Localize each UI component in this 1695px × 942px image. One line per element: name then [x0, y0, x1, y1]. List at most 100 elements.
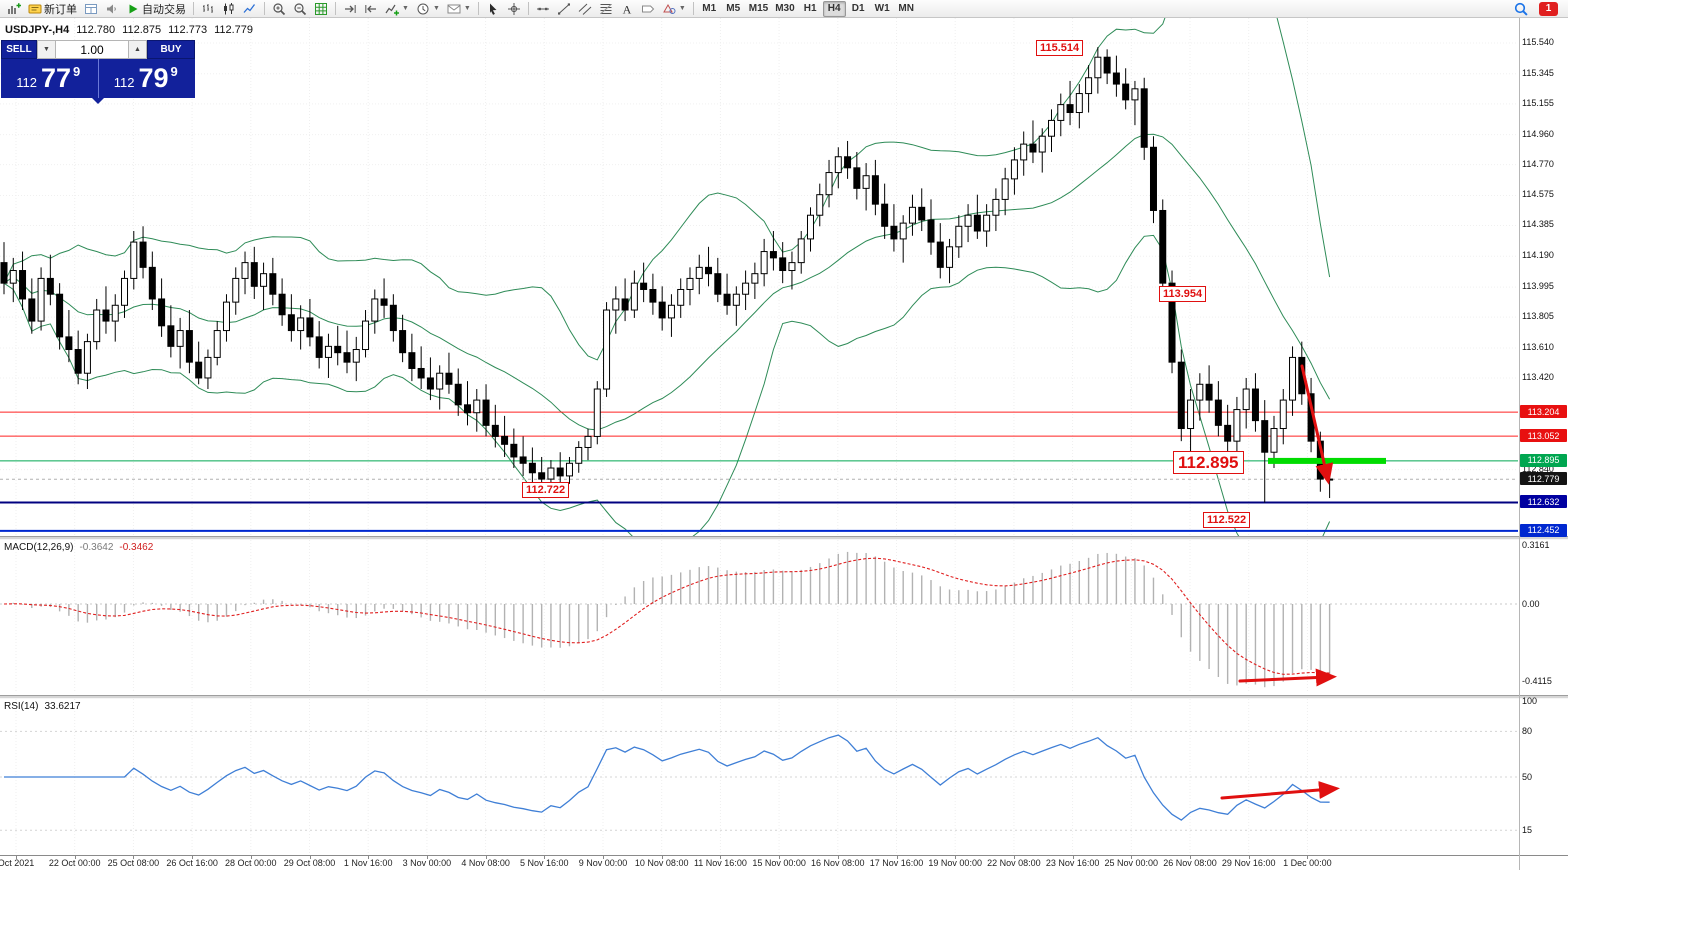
- timeframe-m5-button[interactable]: M5: [722, 1, 745, 17]
- time-axis-tick: [368, 856, 370, 859]
- horizontal-level-lines[interactable]: [0, 411, 1518, 532]
- line-chart-mode-button[interactable]: [240, 1, 260, 17]
- time-axis-label: 17 Nov 16:00: [869, 858, 924, 868]
- shapes-icon: [662, 2, 676, 16]
- timeframe-h4-button[interactable]: H4: [822, 0, 846, 17]
- rsi-indicator-canvas[interactable]: [0, 699, 1568, 853]
- indicators-button[interactable]: ▼: [382, 1, 412, 17]
- fibonacci-button[interactable]: [596, 1, 616, 17]
- horizontal-line-button[interactable]: [533, 1, 553, 17]
- macd-value: -0.3642: [79, 542, 114, 553]
- time-axis[interactable]: [0, 855, 1568, 856]
- rsi-panel-divider[interactable]: [0, 695, 1568, 699]
- close-value: 112.779: [214, 24, 254, 36]
- buy-button[interactable]: BUY: [147, 40, 195, 59]
- chart-ohlc-header: USDJPY-,H4 112.780 112.875 112.773 112.7…: [5, 24, 253, 36]
- volume-input[interactable]: [56, 40, 128, 59]
- cursor-icon: [486, 2, 500, 16]
- volume-increase-button[interactable]: ▲: [128, 40, 147, 59]
- buy-price-button[interactable]: 112 79 9: [99, 59, 196, 98]
- macd-name: MACD(12,26,9): [4, 542, 74, 553]
- volume-decrease-button[interactable]: ▼: [37, 40, 56, 59]
- trendline-button[interactable]: [554, 1, 574, 17]
- symbol-period-label: USDJPY-,H4: [5, 24, 70, 36]
- macd-signal-line: [3, 557, 1330, 675]
- alerts-button[interactable]: [102, 1, 122, 17]
- rsi-name: RSI(14): [4, 701, 39, 712]
- low-value: 112.773: [168, 24, 208, 36]
- timeframe-m30-button[interactable]: M30: [772, 1, 797, 17]
- time-axis-label: 5 Nov 16:00: [520, 858, 569, 868]
- timeframe-d1-button[interactable]: D1: [847, 1, 870, 17]
- indicator-plus-icon: [385, 2, 399, 16]
- time-axis-label: 15 Nov 00:00: [752, 858, 806, 868]
- time-axis-label: 29 Oct 08:00: [283, 858, 336, 868]
- auto-scroll-button[interactable]: [340, 1, 360, 17]
- svg-text:A: A: [622, 2, 631, 16]
- equidistant-channel-button[interactable]: [575, 1, 595, 17]
- shapes-button[interactable]: ▼: [659, 1, 689, 17]
- time-axis-label: 9 Nov 00:00: [578, 858, 628, 868]
- buy-price-pips: 79: [138, 63, 169, 93]
- open-value: 112.780: [76, 24, 116, 36]
- time-axis-tick: [74, 856, 76, 859]
- time-axis-tick: [779, 856, 781, 859]
- new-order-button[interactable]: 新订单: [25, 1, 80, 17]
- layout-icon: [84, 2, 98, 16]
- templates-button[interactable]: ▼: [444, 1, 474, 17]
- sell-button[interactable]: SELL: [1, 40, 37, 59]
- time-axis-label: 28 Oct 00:00: [225, 858, 277, 868]
- macd-signal-value: -0.3462: [119, 542, 154, 553]
- profiles-button[interactable]: [81, 1, 101, 17]
- time-axis-label: Oct 2021: [0, 858, 35, 868]
- time-axis-label: 23 Nov 16:00: [1045, 858, 1100, 868]
- rsi-line: [4, 734, 1330, 821]
- timeframe-m15-button[interactable]: M15: [746, 1, 771, 17]
- time-axis-label: 26 Nov 08:00: [1163, 858, 1217, 868]
- chart-shift-button[interactable]: [361, 1, 381, 17]
- time-axis-label: 26 Oct 16:00: [166, 858, 218, 868]
- tile-windows-button[interactable]: [311, 1, 331, 17]
- time-axis-label: 1 Nov 16:00: [343, 858, 393, 868]
- time-axis-label: 22 Nov 08:00: [987, 858, 1041, 868]
- main-trend-arrow: [1300, 364, 1334, 485]
- chevron-down-icon: ▼: [432, 5, 440, 12]
- time-axis-tick: [1131, 856, 1133, 859]
- chevron-down-icon: ▼: [463, 5, 471, 12]
- macd-indicator-label: MACD(12,26,9) -0.3642 -0.3462: [4, 542, 153, 553]
- time-axis-tick: [1072, 856, 1074, 859]
- notification-badge[interactable]: 1: [1539, 1, 1558, 16]
- candle-chart-mode-button[interactable]: [219, 1, 239, 17]
- clock-icon: [416, 2, 430, 16]
- toolbar-separator: [335, 2, 336, 15]
- crosshair-button[interactable]: [504, 1, 524, 17]
- timeframe-m1-button[interactable]: M1: [698, 1, 721, 17]
- macd-panel-divider[interactable]: [0, 536, 1568, 540]
- cursor-button[interactable]: [483, 1, 503, 17]
- collapse-handle[interactable]: [92, 98, 104, 104]
- zoom-in-icon: [272, 2, 286, 16]
- auto-trading-button[interactable]: 自动交易: [123, 1, 189, 17]
- new-chart-button[interactable]: [4, 1, 24, 17]
- sound-icon: [105, 2, 119, 16]
- time-axis-label: 10 Nov 08:00: [634, 858, 689, 868]
- periods-button[interactable]: ▼: [413, 1, 443, 17]
- time-axis-tick: [309, 856, 311, 859]
- macd-indicator-canvas[interactable]: [0, 540, 1568, 691]
- price-chart-canvas[interactable]: [0, 18, 1568, 536]
- search-button[interactable]: [1511, 1, 1531, 17]
- time-axis-tick: [1248, 856, 1250, 859]
- zoom-in-button[interactable]: [269, 1, 289, 17]
- zoom-out-button[interactable]: [290, 1, 310, 17]
- textA-icon: A: [620, 2, 634, 16]
- sell-price-button[interactable]: 112 77 9: [1, 59, 98, 98]
- text-button[interactable]: A: [617, 1, 637, 17]
- timeframe-w1-button[interactable]: W1: [871, 1, 894, 17]
- text-label-button[interactable]: [638, 1, 658, 17]
- timeframe-mn-button[interactable]: MN: [895, 1, 918, 17]
- bar-chart-mode-button[interactable]: [198, 1, 218, 17]
- timeframe-h1-button[interactable]: H1: [799, 1, 822, 17]
- price-scale[interactable]: [1519, 18, 1520, 870]
- support-highlight-line[interactable]: [1268, 457, 1386, 464]
- time-axis-label: 3 Nov 00:00: [402, 858, 452, 868]
